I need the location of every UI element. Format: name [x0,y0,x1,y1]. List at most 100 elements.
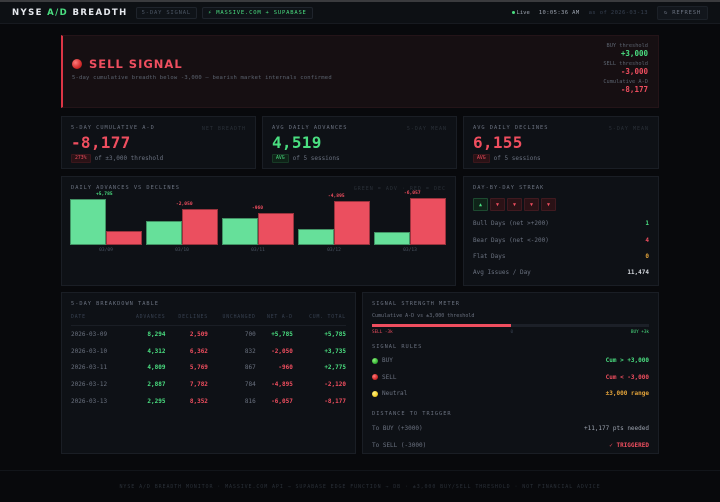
buy-threshold-value: +3,000 [620,49,648,58]
kpi-tag: 5-DAY MEAN [608,126,649,132]
column-header: NET A-D [255,315,293,326]
table-row: 2026-03-13 2,295 8,352 816 -6,057 -8,177 [71,393,346,410]
meter-buy-label: BUY +3k [630,330,649,335]
kpi-badge: AVG [473,154,490,163]
cumulative-label: Cumulative A-D [603,79,648,85]
as-of-date: as of 2026-03-13 [588,9,648,16]
stat-value: 4 [645,236,649,244]
breakdown-table: DATE ADVANCES DECLINES UNCHANGED NET A-D… [71,315,346,409]
kpi-value: -8,177 [71,133,131,152]
table-cell: +5,785 [271,331,293,338]
live-label: Live [516,9,530,16]
net-annotation: -6,057 [404,191,421,196]
declines-bar [334,201,370,245]
stat-value: 1 [645,220,649,228]
declines-bar [410,198,446,245]
rule-name: SELL [382,373,397,381]
signal-banner: SELL SIGNAL 5-day cumulative breadth bel… [61,35,659,108]
table-cell: 2026-03-09 [71,331,108,338]
declines-bar [182,209,218,245]
kpi-value: 6,155 [473,133,523,152]
kpi-label: AVG DAILY ADVANCES [272,125,348,131]
signal-meter-fill [372,324,511,327]
kpi-subtext: of 5 sessions [292,155,340,162]
table-cell: 8,352 [189,397,208,405]
kpi-tag: NET BREADTH [201,126,246,132]
signal-strength-panel: SIGNAL STRENGTH METER Cumulative A-D vs … [362,292,659,454]
brand-suffix: BREADTH [68,7,128,18]
refresh-button[interactable]: ↻ REFRESH [656,5,708,20]
streak-row: ▲ ▼ ▼ ▼ ▼ [473,198,649,211]
chart-plot-area: +5,785 03/09 -2,050 03/10 -960 03/11 -4,895 03/… [70,191,448,259]
table-cell: 2,887 [147,381,166,389]
table-cell: +3,735 [324,347,346,355]
window-top-strip [0,0,720,2]
net-annotation: +5,785 [96,192,113,197]
streak-day-down-icon: ▼ [490,198,505,211]
meter-sell-label: SELL -3k [372,330,393,335]
advances-declines-chart: DAILY ADVANCES VS DECLINES GREEN = ADV ·… [61,176,456,286]
declines-bar [258,213,294,245]
signal-subtitle: 5-day cumulative breadth below -3,000 — … [72,75,332,81]
streak-day-down-icon: ▼ [524,198,539,211]
brand-accent: A/D [47,7,69,18]
clock: 10:05:36 AM [538,9,580,16]
table-cell: 2026-03-12 [71,381,108,389]
stat-label: Bull Days (net >+200) [473,220,549,228]
rule-condition: Cum < -3,000 [605,373,649,381]
table-row: 2026-03-12 2,887 7,782 784 -4,895 -2,120 [71,376,346,393]
advances-bar [146,221,182,245]
rule-condition: Cum > +3,000 [605,357,649,364]
meter-subtitle: Cumulative A-D vs ±3,000 threshold [372,313,475,319]
stat-label: Flat Days [473,252,506,260]
distance-label: To BUY (+3000) [372,425,423,432]
table-row: 2026-03-10 4,312 6,362 832 -2,050 +3,735 [71,343,346,360]
advances-bar [222,218,258,245]
meter-zero-label: 0 [510,330,514,335]
kpi-card-cumulative: 5-DAY CUMULATIVE A-D NET BREADTH -8,177 … [61,116,256,169]
table-cell: -4,895 [271,381,293,389]
brand-prefix: NYSE [12,7,48,18]
streak-title: DAY-BY-DAY STREAK [473,185,545,191]
x-axis-label: 03/11 [251,248,265,253]
stat-value: 11,474 [627,269,649,277]
kpi-subtext: of 5 sessions [493,155,541,162]
sell-threshold-label: SELL threshold [603,61,648,67]
table-cell: -960 [278,364,293,372]
declines-bar [106,231,142,245]
buy-threshold-label: BUY threshold [606,43,648,49]
kpi-badge: 273% [71,154,91,163]
distance-title: DISTANCE TO TRIGGER [372,411,452,417]
table-cell: 867 [244,364,256,372]
table-cell: +2,775 [324,364,346,372]
threshold-summary: BUY threshold +3,000 SELL threshold -3,0… [603,36,658,107]
advances-bar [70,199,106,245]
app-header: NYSE A/D BREADTH 5-DAY SIGNAL ⚡ MASSIVE.… [0,2,720,24]
table-cell: -2,050 [271,347,293,355]
net-annotation: -2,050 [176,202,193,207]
column-header: ADVANCES [122,315,166,326]
distance-value: +11,177 pts needed [583,425,649,432]
kpi-tag: 5-DAY MEAN [406,126,447,132]
table-cell: 784 [244,381,256,389]
yellow-circle-icon [372,390,378,397]
flat-days-row: Flat Days 0 [473,253,649,260]
table-cell: 816 [244,397,256,405]
distance-to-sell: To SELL (-3000) ✓ TRIGGERED [372,442,649,449]
day-streak-panel: DAY-BY-DAY STREAK ▲ ▼ ▼ ▼ ▼ Bull Days (n… [463,176,659,286]
signal-period-pill: 5-DAY SIGNAL [135,6,197,19]
table-cell: 6,362 [189,347,208,355]
column-header: DATE [71,315,123,326]
x-axis-label: 03/10 [175,248,189,253]
data-source-pill: ⚡ MASSIVE.COM + SUPABASE [202,6,313,19]
table-cell: -6,057 [271,397,293,405]
table-header-row: DATE ADVANCES DECLINES UNCHANGED NET A-D… [71,315,346,326]
table-cell: 832 [244,347,256,355]
streak-day-up-icon: ▲ [473,198,488,211]
net-annotation: -960 [252,206,264,211]
table-row: 2026-03-11 4,809 5,769 867 -960 +2,775 [71,359,346,376]
kpi-value: 4,519 [272,133,322,152]
x-axis-label: 03/09 [99,248,113,253]
rule-sell: SELL Cum < -3,000 [372,374,649,381]
chart-title: DAILY ADVANCES VS DECLINES [71,185,180,191]
